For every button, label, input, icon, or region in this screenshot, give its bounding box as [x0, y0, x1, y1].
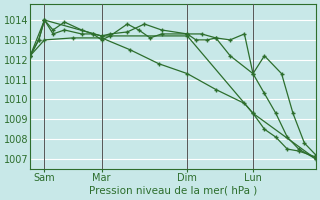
X-axis label: Pression niveau de la mer( hPa ): Pression niveau de la mer( hPa ): [89, 186, 257, 196]
